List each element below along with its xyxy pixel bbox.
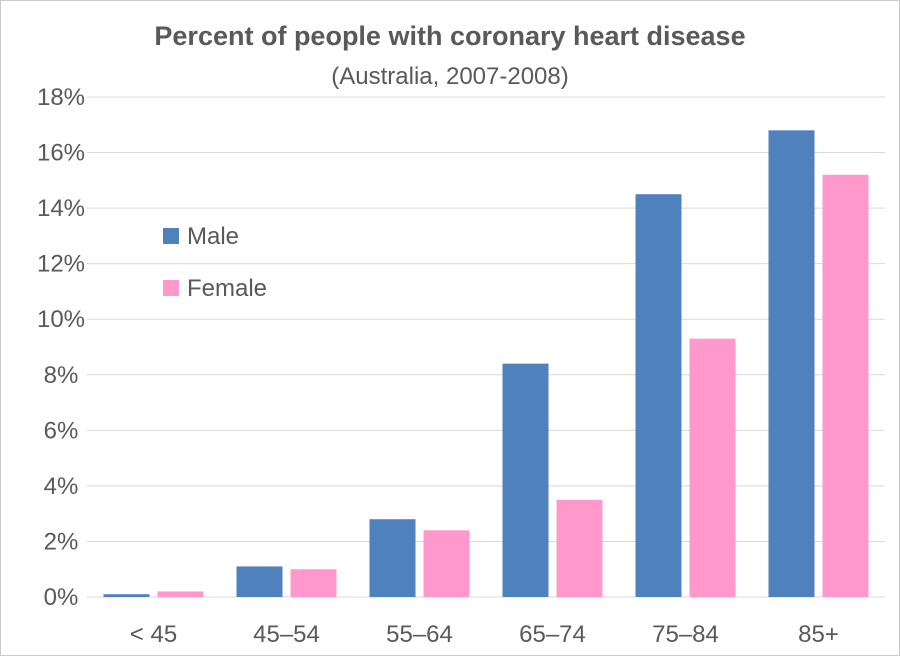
x-tick-label: 55–64 [386,621,453,648]
chart-title: Percent of people with coronary heart di… [154,21,745,51]
bar-female [290,569,337,597]
x-tick-label: 45–54 [253,621,320,648]
x-tick-label: < 45 [130,621,177,648]
y-tick-label: 14% [37,195,85,222]
bar-male [502,363,549,597]
x-tick-label: 75–84 [652,621,719,648]
bar-male [369,519,416,597]
bar-male [768,130,815,598]
x-tick-label: 85+ [798,621,839,648]
y-tick-label: 16% [37,140,85,167]
y-tick-label: 10% [37,306,85,333]
bar-female [157,591,204,597]
bar-male [236,566,283,597]
y-axis: 0% 2% 4% 6% 8% 10% 12% 14% 16% 18% [37,84,85,611]
y-tick-label: 6% [44,417,79,444]
bar-male [635,194,682,597]
bar-female [822,174,869,597]
bar-female [423,530,470,597]
y-tick-label: 2% [44,528,79,555]
legend: Male Female [163,223,267,302]
bar-female [556,499,603,597]
y-tick-label: 8% [44,362,79,389]
chart-subtitle: (Australia, 2007-2008) [331,63,568,90]
y-tick-label: 0% [44,584,79,611]
x-tick-label: 65–74 [519,621,586,648]
y-tick-label: 4% [44,473,79,500]
legend-label-female: Female [187,275,267,302]
legend-swatch-female [163,280,179,296]
bar-female [689,338,736,597]
bars [103,130,869,598]
y-tick-label: 18% [37,84,85,111]
x-axis: < 45 45–54 55–64 65–74 75–84 85+ [130,621,839,648]
bar-male [103,594,150,597]
grid-lines [87,96,885,598]
y-tick-label: 12% [37,251,85,278]
legend-swatch-male [163,228,179,244]
legend-label-male: Male [187,223,239,250]
